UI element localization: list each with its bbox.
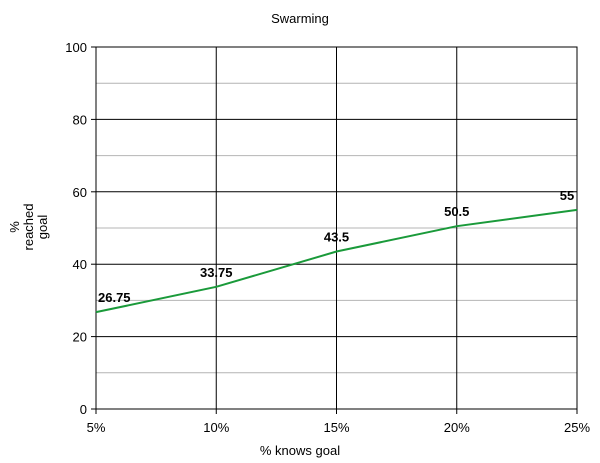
y-tick-label: 100 <box>65 40 87 55</box>
data-label: 50.5 <box>444 204 469 219</box>
x-tick-label: 20% <box>444 420 470 435</box>
x-axis-title: % knows goal <box>260 443 340 458</box>
y-tick-label: 60 <box>73 185 87 200</box>
y-tick-labels: 0 20 40 60 80 100 <box>65 40 87 417</box>
series-layer <box>95 208 578 314</box>
plot-border <box>95 46 578 410</box>
series-line <box>95 208 578 314</box>
data-label: 26.75 <box>98 290 131 305</box>
x-tick-label: 5% <box>87 420 106 435</box>
x-tick-label: 15% <box>323 420 349 435</box>
y-axis-title-line-3: goal <box>35 215 50 240</box>
data-label: 55 <box>560 188 574 203</box>
x-tick-label: 10% <box>203 420 229 435</box>
y-tick-label: 0 <box>80 402 87 417</box>
y-tick-label: 20 <box>73 330 87 345</box>
x-tick-label: 25% <box>564 420 590 435</box>
y-axis-title-line-1: % <box>7 221 22 233</box>
data-label: 33.75 <box>200 265 233 280</box>
y-axis-title: % reached goal <box>7 204 50 251</box>
y-axis-title-line-2: reached <box>21 204 36 251</box>
x-tick-labels: 5% 10% 15% 20% 25% <box>87 420 591 435</box>
plot-frame <box>91 46 578 414</box>
data-labels: 26.75 33.75 43.5 50.5 55 <box>98 188 574 305</box>
y-tick-label: 80 <box>73 112 87 127</box>
chart-title: Swarming <box>271 11 329 26</box>
data-label: 43.5 <box>324 230 349 245</box>
y-tick-label: 40 <box>73 257 87 272</box>
